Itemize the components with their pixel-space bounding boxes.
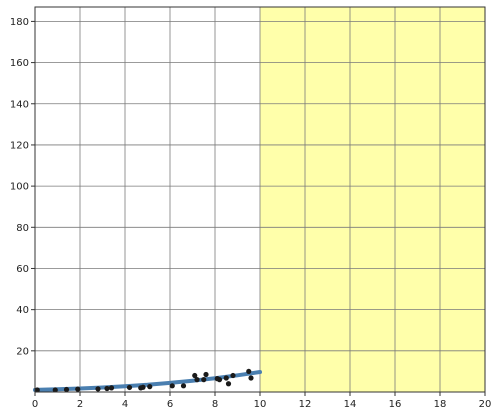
data-point	[108, 385, 115, 391]
trend-line	[33, 370, 262, 392]
trend-line-layer	[33, 370, 262, 392]
data-points-layer	[34, 368, 254, 393]
x-tick-label: 20	[479, 399, 492, 410]
y-tick-label: 80	[16, 223, 29, 234]
x-tick-label: 2	[77, 399, 83, 410]
y-tick-label: 180	[10, 17, 29, 28]
data-point	[194, 377, 200, 383]
data-point	[34, 387, 40, 393]
data-point	[203, 371, 209, 378]
data-point	[52, 387, 58, 393]
y-tick-label: 60	[16, 264, 29, 275]
x-tick-label: 4	[122, 399, 128, 410]
data-point	[248, 375, 254, 381]
x-tick-label: 10	[254, 399, 267, 410]
x-tick-label: 18	[434, 399, 447, 410]
data-point	[169, 383, 175, 389]
x-tick-label: 0	[32, 399, 38, 410]
data-point	[225, 381, 232, 387]
y-tick-label: 100	[10, 182, 29, 193]
data-point	[192, 372, 198, 379]
x-tick-label: 6	[167, 399, 173, 410]
data-point	[95, 386, 101, 392]
x-tick-label: 8	[212, 399, 218, 410]
data-point	[180, 383, 187, 389]
data-point	[223, 375, 229, 381]
x-tick-label: 12	[299, 399, 312, 410]
data-point	[216, 377, 223, 383]
x-axis-ticks: 0 2 4 6 8 10 12 14 16 18 20	[32, 392, 492, 410]
data-point	[126, 384, 133, 391]
y-tick-label: 140	[10, 99, 29, 110]
x-tick-label: 16	[389, 399, 402, 410]
grid-lines	[35, 7, 485, 392]
data-point	[147, 384, 153, 390]
y-axis-ticks: 20 40 60 80 100 120 140 160 180	[10, 17, 35, 357]
y-tick-label: 120	[10, 140, 29, 151]
x-tick-label: 14	[344, 399, 357, 410]
data-point	[104, 385, 110, 392]
data-point	[230, 372, 236, 379]
highlight-region	[260, 7, 485, 392]
data-point	[63, 386, 70, 393]
data-point	[140, 384, 146, 390]
y-tick-label: 20	[16, 346, 29, 357]
y-tick-label: 160	[10, 58, 29, 69]
data-point	[75, 386, 81, 392]
data-point	[246, 368, 252, 375]
y-tick-label: 40	[16, 305, 29, 316]
data-point	[201, 377, 207, 383]
